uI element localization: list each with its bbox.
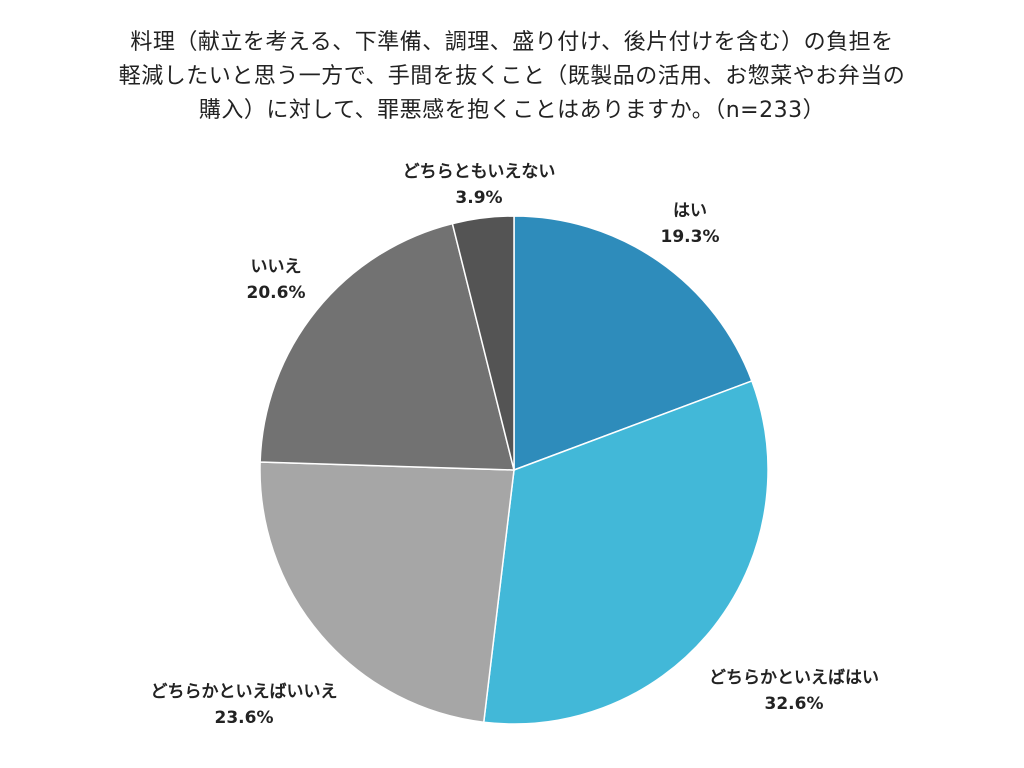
slice-value-label: 3.9% (455, 188, 502, 208)
slice-value-label: 19.3% (661, 227, 720, 247)
slice-value-label: 20.6% (247, 283, 306, 303)
slice-label: どちらかといえばいいえ (151, 682, 338, 702)
slice-value-label: 23.6% (215, 708, 274, 728)
pie-slice (259, 222, 515, 471)
slice-label: はい (673, 201, 707, 221)
chart-title: 料理（献立を考える、下準備、調理、盛り付け、後片付けを含む）の負担を 軽減したい… (12, 26, 1012, 128)
pie-labels: はい 19.3% どちらかといえばはい 32.6% どちらかといえばいいえ 23.6% いい… (151, 162, 880, 728)
slice-label: いいえ (251, 257, 302, 277)
pie-slice (482, 379, 769, 725)
pie-slice (451, 215, 515, 471)
chart-title-line-2: 軽減したいと思う一方で、手間を抜くこと（既製品の活用、お惣菜やお弁当の (118, 64, 906, 89)
slice-label: どちらかといえばはい (709, 668, 879, 688)
pie-slices (259, 215, 769, 725)
pie-slice (259, 461, 515, 724)
pie-slice (513, 215, 753, 472)
chart-title-line-3: 購入）に対して、罪悪感を抱くことはありますか。（n=233） (198, 98, 826, 123)
chart-title-line-1: 料理（献立を考える、下準備、調理、盛り付け、後片付けを含む）の負担を (130, 30, 894, 55)
slice-label: どちらともいえない (403, 162, 556, 182)
slice-value-label: 32.6% (765, 694, 824, 714)
